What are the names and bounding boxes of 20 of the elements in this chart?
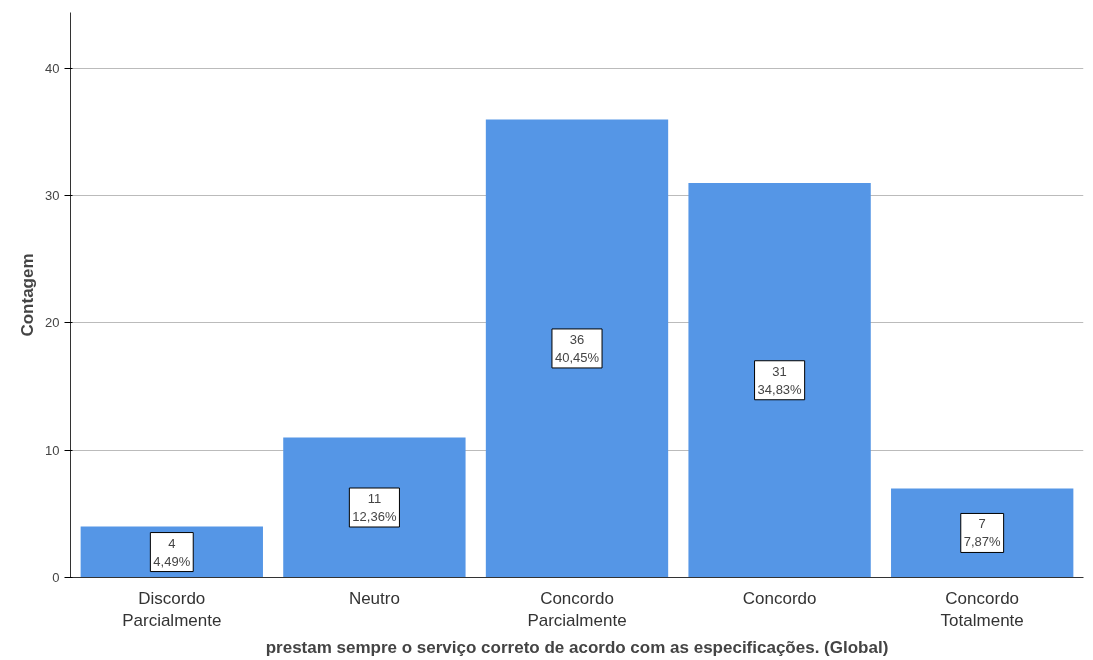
y-tick-label: 20 [45,315,60,331]
x-tick-label: Neutro [348,588,400,608]
bar [283,437,466,578]
y-tick-label: 10 [45,442,60,458]
x-tick-label: Concordo [742,588,817,608]
y-tick-label: 30 [45,188,60,204]
data-label: 4 4,49% [153,535,191,569]
data-label: 11 12,36% [352,491,397,525]
bar [485,119,669,578]
x-tick-label: Concordo Totalmente [940,588,1024,631]
x-tick-label: Discordo Parcialmente [122,588,222,631]
data-label: 36 40,45% [554,331,600,365]
data-label: 31 34,83% [757,363,803,397]
y-tick-label: 0 [52,570,60,585]
x-tick-label: Concordo Parcialmente [527,588,627,631]
bar [688,183,871,578]
y-axis-title: Contagem [18,253,38,337]
x-axis-title: prestam sempre o serviço correto de acordo com as especificações. (Global) [265,638,889,658]
data-label: 7 7,87% [963,516,1002,550]
y-tick-label: 40 [45,60,60,76]
